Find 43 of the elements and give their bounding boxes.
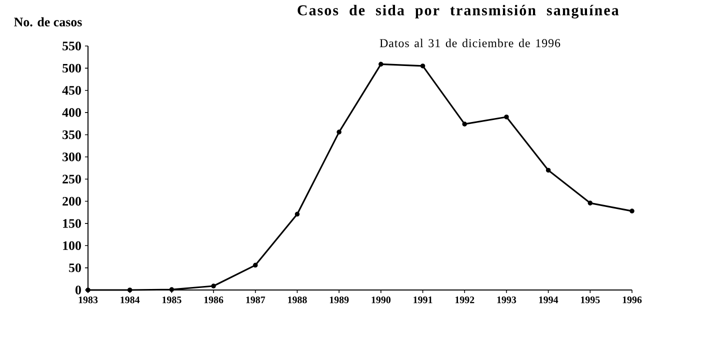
- y-tick-label: 200: [62, 196, 81, 206]
- point: [294, 212, 300, 217]
- x-tick-label: 1983: [78, 296, 98, 304]
- point: [462, 122, 468, 126]
- x-tick-label: 1990: [372, 296, 391, 304]
- point: [546, 168, 551, 173]
- y-tick-label: 300: [62, 152, 81, 162]
- x-tick-label: 1993: [497, 296, 516, 304]
- point: [169, 287, 174, 292]
- point: [630, 208, 634, 214]
- x-tick-label: 1995: [580, 296, 600, 304]
- x-tick-label: 1988: [288, 296, 307, 304]
- y-axis-title: No. de casos: [14, 17, 82, 26]
- y-tick-label: 350: [62, 130, 81, 140]
- point: [588, 200, 593, 206]
- y-tick-label: 550: [62, 42, 81, 50]
- y-tick-label: 400: [62, 108, 81, 117]
- y-tick-label: 150: [63, 219, 81, 228]
- x-tick-label: 1989: [330, 296, 349, 304]
- x-tick-label: 1984: [120, 296, 140, 304]
- x-tick-label: 1987: [246, 296, 266, 304]
- y-tick-label: 100: [63, 241, 81, 250]
- x-tick-label: 1996: [622, 296, 642, 304]
- point: [211, 284, 216, 288]
- point: [336, 130, 342, 134]
- point: [252, 262, 258, 268]
- y-tick-label: 0: [76, 286, 81, 294]
- y-tick-label: 50: [69, 263, 81, 272]
- x-tick-label: 1986: [204, 296, 224, 304]
- y-tick-label: 450: [62, 86, 81, 95]
- x-tick-label: 1992: [455, 296, 474, 304]
- x-tick-label: 1994: [539, 296, 558, 304]
- chart-subtitle: Datos al 31 de diciembre de 1996: [380, 38, 560, 48]
- point: [378, 62, 384, 67]
- x-tick-label: 1991: [414, 296, 432, 304]
- point: [504, 114, 509, 120]
- y-tick-label: 500: [62, 64, 81, 73]
- y-tick-label: 250: [62, 174, 81, 184]
- chart-title: Casos de sida por transmisión sanguínea: [298, 4, 619, 18]
- point: [127, 288, 132, 292]
- point: [86, 288, 90, 292]
- x-tick-label: 1985: [162, 296, 182, 304]
- point: [420, 64, 426, 68]
